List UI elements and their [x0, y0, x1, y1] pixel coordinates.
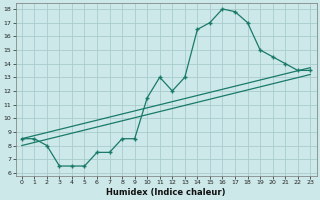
X-axis label: Humidex (Indice chaleur): Humidex (Indice chaleur): [106, 188, 226, 197]
